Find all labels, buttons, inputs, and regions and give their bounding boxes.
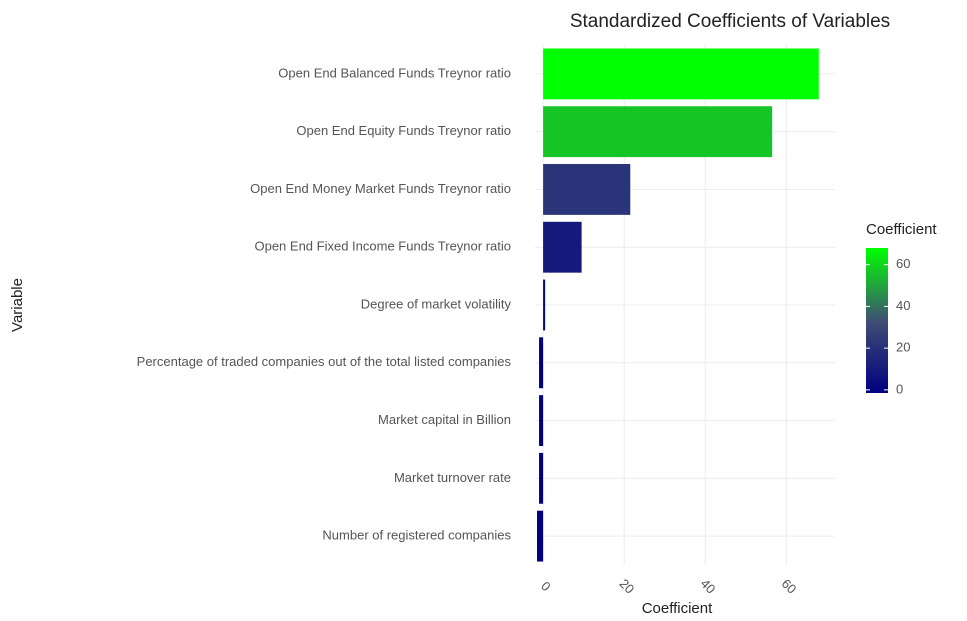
x-tick-label: 60 [779,576,800,597]
bar [539,337,544,389]
legend-tick-label: 20 [896,340,910,355]
legend-colorbar [866,248,888,393]
bar [543,221,582,273]
bar [537,510,544,562]
chart-title: Standardized Coefficients of Variables [570,11,890,32]
y-tick-label: Degree of market volatility [361,296,512,311]
y-tick-label: Market capital in Billion [378,412,511,427]
x-tick-label: 20 [617,576,638,597]
y-tick-label: Number of registered companies [322,528,511,543]
legend-title: Coefficient [866,221,937,238]
legend-tick-label: 0 [896,381,903,396]
y-tick-label: Percentage of traded companies out of th… [137,354,512,369]
x-tick-label: 0 [538,578,554,594]
y-tick-label: Open End Balanced Funds Treynor ratio [278,65,511,80]
y-tick-label: Market turnover rate [394,470,511,485]
x-axis-title: Coefficient [642,600,713,617]
bar [543,164,631,215]
y-tick-label: Open End Money Market Funds Treynor rati… [250,181,511,196]
legend-tick-label: 40 [896,298,910,313]
bar [539,395,544,446]
x-tick-label: 40 [698,576,719,597]
bar [539,452,544,504]
y-axis-title: Variable [9,278,26,332]
legend-tick-label: 60 [896,256,910,271]
y-tick-label: Open End Fixed Income Funds Treynor rati… [254,239,511,254]
bar [543,279,546,331]
bar [543,106,773,158]
y-tick-label: Open End Equity Funds Treynor ratio [296,123,511,138]
bar [543,48,819,100]
